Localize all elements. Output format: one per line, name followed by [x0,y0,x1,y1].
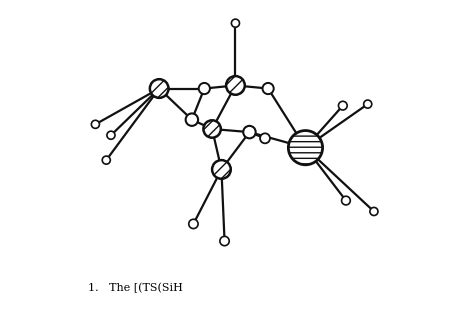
Circle shape [338,101,347,110]
Circle shape [263,83,273,94]
Circle shape [150,79,169,98]
Circle shape [226,76,245,95]
Circle shape [243,126,255,138]
Circle shape [342,196,350,205]
Circle shape [288,131,323,165]
Circle shape [91,120,100,128]
Circle shape [189,219,198,229]
Circle shape [199,83,210,94]
Circle shape [364,100,372,108]
Circle shape [102,156,110,164]
Circle shape [231,19,239,27]
Circle shape [220,236,229,246]
Circle shape [260,133,270,143]
Circle shape [186,113,198,126]
Circle shape [370,208,378,215]
Circle shape [203,120,221,138]
Circle shape [212,160,231,179]
Text: 1.   The [(TS(SiH: 1. The [(TS(SiH [88,283,182,293]
Circle shape [107,131,115,139]
